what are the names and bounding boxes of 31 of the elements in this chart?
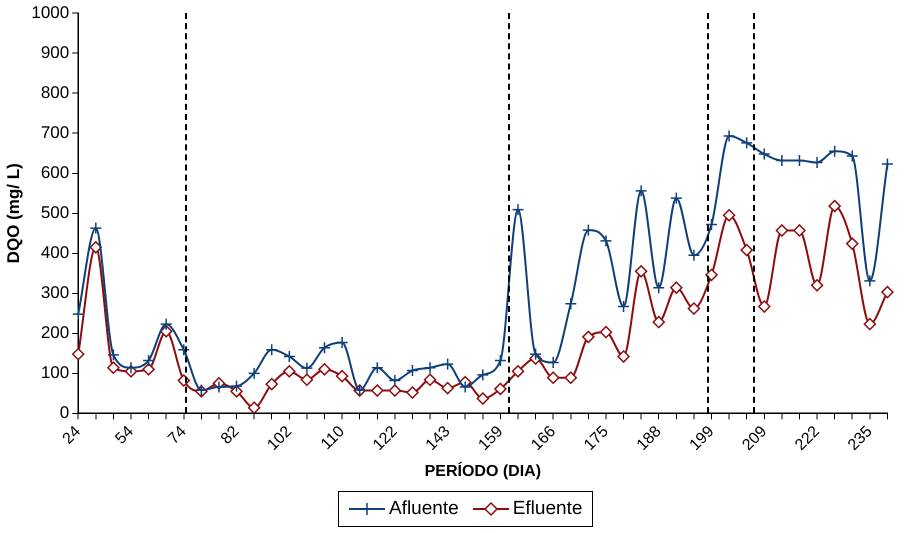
y-tick-label: 900 [40, 42, 70, 62]
y-axis-title: DQO (mg/ L) [4, 163, 23, 264]
y-tick-label: 1000 [31, 2, 70, 22]
x-tick-label: 74 [165, 422, 190, 448]
x-tick-label: 122 [370, 422, 401, 454]
y-tick-label: 500 [40, 202, 70, 222]
x-tick-label: 199 [686, 422, 718, 454]
y-tick-label: 300 [40, 282, 70, 302]
x-tick-label: 166 [528, 422, 560, 454]
x-tick-label: 54 [112, 422, 138, 448]
y-tick-label: 100 [40, 363, 70, 382]
x-tick-label: 188 [634, 422, 665, 454]
y-tick-label: 200 [40, 323, 70, 342]
x-tick-label: 102 [264, 422, 296, 454]
x-tick-label: 82 [218, 422, 243, 448]
x-axis-title: PERÍODO (DIA) [424, 460, 542, 480]
x-tick-label: 175 [581, 422, 612, 454]
y-tick-label: 700 [40, 122, 70, 142]
x-tick-label: 143 [422, 422, 454, 454]
y-tick-label: 600 [40, 162, 70, 182]
x-tick-label: 235 [844, 422, 876, 454]
y-tick-label: 400 [40, 242, 70, 262]
x-tick-label: 222 [792, 422, 824, 454]
legend-label: Efluente [512, 498, 582, 520]
x-tick-label: 209 [739, 422, 770, 454]
legend-label: Afluente [389, 498, 459, 520]
x-tick-label: 159 [475, 422, 506, 454]
x-tick-label: 24 [60, 422, 84, 448]
x-tick-label: 110 [318, 422, 348, 454]
y-tick-label: 800 [40, 82, 70, 102]
y-tick-label: 0 [60, 403, 70, 422]
